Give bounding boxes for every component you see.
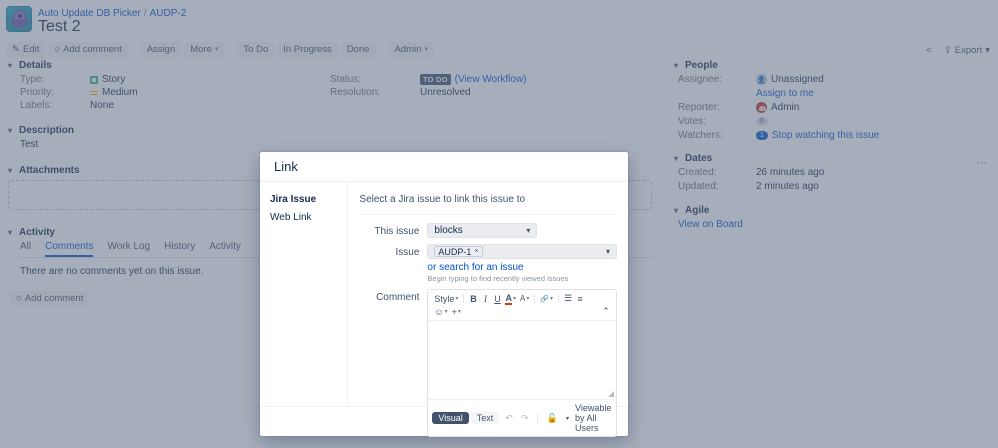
link-dialog-header: Link	[260, 152, 628, 182]
comment-textarea[interactable]	[428, 321, 616, 399]
lock-icon[interactable]: 🔓	[546, 412, 559, 423]
editor-footer-bar: Visual Text ↶ ↷ 🔓 ▾ Viewable by All User…	[428, 399, 616, 436]
bold-button[interactable]: B	[467, 293, 479, 305]
chevron-down-icon: ▾	[512, 296, 516, 302]
this-issue-label: This issue	[374, 226, 420, 237]
visual-mode-button[interactable]: Visual	[432, 412, 469, 424]
text-mode-button[interactable]: Text	[470, 412, 500, 424]
redo-button[interactable]: ↷	[520, 412, 529, 423]
issue-label: Issue	[395, 247, 420, 258]
clear-formatting-glyph: A	[519, 294, 526, 303]
link-type-select-value: blocks	[434, 225, 463, 236]
plus-icon: +	[451, 306, 457, 317]
close-icon[interactable]: ×	[474, 248, 479, 255]
chevron-down-icon: ▾	[526, 226, 531, 235]
insert-more-button[interactable]: + ▾	[450, 306, 463, 318]
this-issue-control: blocks ▾	[427, 223, 617, 238]
issue-control: AUDP-1 × ▾ or search for an issue Begin …	[427, 244, 617, 283]
this-issue-row: This issue blocks ▾	[359, 223, 617, 238]
chevron-down-icon: ▾	[550, 296, 554, 302]
divider	[534, 294, 536, 303]
nav-item-jira-issue[interactable]: Jira Issue	[270, 194, 317, 205]
chevron-down-icon: ▾	[444, 309, 448, 315]
italic-button[interactable]: I	[479, 293, 491, 305]
link-type-select[interactable]: blocks ▾	[427, 223, 538, 238]
chevron-down-icon: ▾	[455, 296, 459, 302]
text-color-glyph: A	[505, 292, 512, 305]
divider	[359, 214, 617, 215]
link-dialog-main: Select a Jira issue to link this issue t…	[348, 182, 628, 437]
divider	[558, 294, 560, 303]
undo-button[interactable]: ↶	[505, 412, 513, 423]
issue-select[interactable]: AUDP-1 × ▾	[427, 244, 617, 259]
collapse-toolbar-button[interactable]: ⌃	[600, 306, 612, 318]
link-icon: 🔗	[540, 295, 550, 303]
comment-row: Comment Style ▾ B I	[359, 289, 617, 437]
underline-button[interactable]: U	[491, 293, 503, 305]
chevron-down-icon: ▾	[526, 296, 530, 302]
issue-token-label: AUDP-1	[438, 246, 472, 257]
chevron-down-icon[interactable]: ▾	[566, 415, 570, 422]
editor-mode-toggle: Visual Text	[432, 412, 500, 424]
style-dropdown-button[interactable]: Style ▾	[432, 293, 460, 305]
issue-row: Issue AUDP-1 × ▾ or search for an issue …	[359, 244, 617, 283]
numbered-list-button[interactable]: ≡	[574, 293, 586, 305]
divider	[463, 294, 465, 303]
chevron-down-icon: ▾	[605, 247, 610, 256]
link-dialog: Link Jira Issue Web Link Select a Jira i…	[260, 152, 628, 437]
resize-handle[interactable]	[608, 391, 614, 397]
clear-formatting-button[interactable]: A ▾	[518, 293, 531, 305]
issue-token[interactable]: AUDP-1 ×	[434, 246, 483, 257]
link-dialog-body: Jira Issue Web Link Select a Jira issue …	[260, 182, 628, 437]
viewable-by-label[interactable]: Viewable by All Users	[575, 403, 612, 433]
insert-link-button[interactable]: 🔗 ▾	[538, 293, 555, 305]
emoji-button[interactable]: ☺ ▾	[432, 306, 449, 318]
chevron-down-icon: ▾	[457, 309, 461, 315]
editor-toolbar-row-1: Style ▾ B I U A ▾	[432, 292, 612, 305]
bullet-list-button[interactable]: ☰	[564, 293, 573, 303]
issue-search-hint: Begin typing to find recently viewed iss…	[427, 274, 569, 283]
emoji-icon: ☺	[434, 306, 444, 317]
editor-toolbar-row-2: ☺ ▾ + ▾ ⌃	[432, 305, 612, 318]
style-dropdown-label: Style	[434, 293, 455, 304]
comment-editor: Style ▾ B I U A ▾	[427, 289, 617, 437]
link-dialog-nav: Jira Issue Web Link	[260, 182, 349, 406]
text-color-button[interactable]: A ▾	[503, 293, 518, 305]
link-dialog-subtitle: Select a Jira issue to link this issue t…	[359, 194, 526, 205]
search-for-issue-link[interactable]: or search for an issue	[427, 262, 524, 273]
nav-item-web-link[interactable]: Web Link	[270, 212, 312, 223]
link-dialog-title: Link	[274, 159, 298, 174]
comment-label: Comment	[376, 292, 420, 303]
comment-control: Style ▾ B I U A ▾	[427, 289, 617, 437]
editor-toolbar: Style ▾ B I U A ▾	[428, 290, 616, 321]
